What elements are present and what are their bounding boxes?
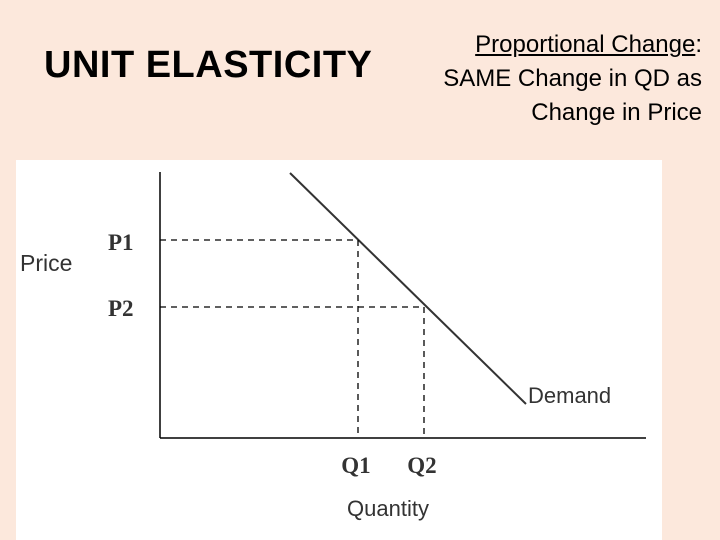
p2-label: P2 <box>108 296 134 321</box>
definition-text: Proportional Change: SAME Change in QD a… <box>412 28 702 130</box>
definition-line-3: Change in Price <box>531 99 702 126</box>
definition-heading: Proportional Change <box>475 31 696 58</box>
definition-line-2: SAME Change in QD as <box>443 65 702 92</box>
demand-diagram-svg: Price Quantity Demand P1 P2 Q1 Q2 <box>20 172 646 521</box>
definition-line-1: Proportional Change: <box>412 28 702 62</box>
q1-label: Q1 <box>341 453 370 478</box>
x-axis-label: Quantity <box>347 496 429 521</box>
slide-title: UNIT ELASTICITY <box>44 44 373 86</box>
definition-colon: : <box>695 31 702 58</box>
p1-label: P1 <box>108 230 134 255</box>
demand-diagram: Price Quantity Demand P1 P2 Q1 Q2 <box>16 160 662 540</box>
demand-label: Demand <box>528 383 611 408</box>
y-axis-label: Price <box>20 250 72 276</box>
demand-curve <box>289 172 527 405</box>
q2-label: Q2 <box>407 453 436 478</box>
